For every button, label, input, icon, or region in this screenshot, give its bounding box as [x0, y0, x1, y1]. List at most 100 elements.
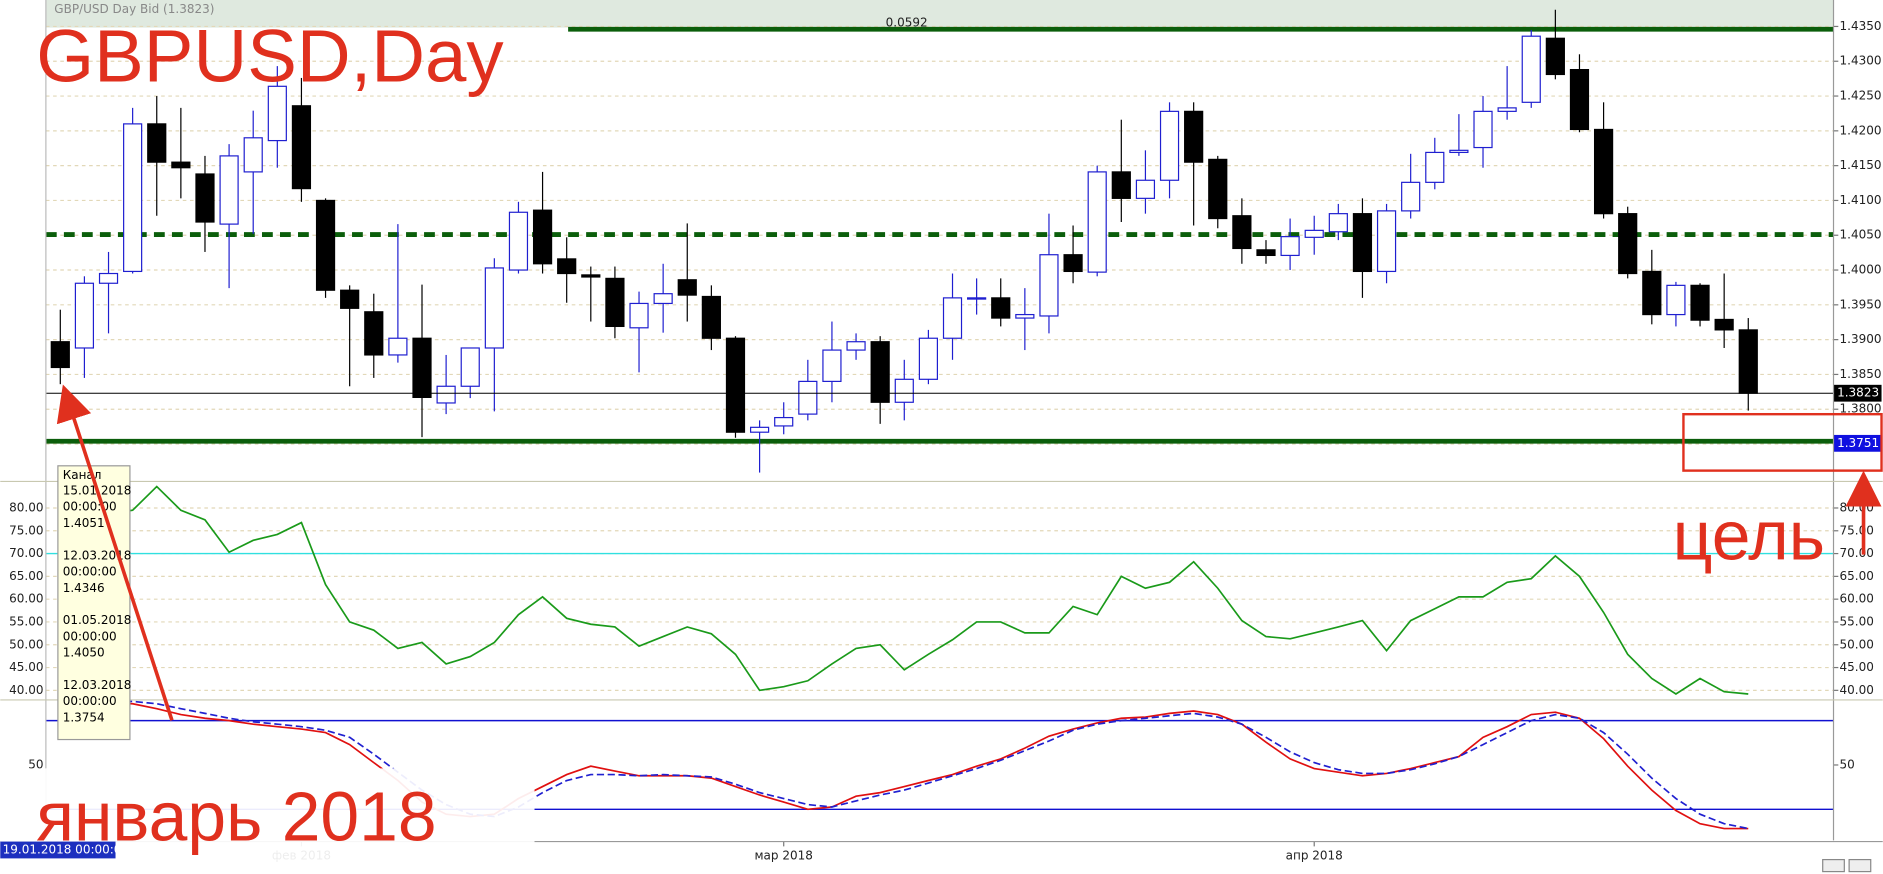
indicator-line — [60, 701, 1749, 830]
y-tick-label: 55.00 — [1840, 614, 1874, 628]
candle-body — [388, 337, 408, 356]
candle-body — [822, 349, 842, 382]
candle-body — [1256, 249, 1276, 257]
candle-body — [1521, 35, 1541, 103]
y-tick-label: 60.00 — [1840, 592, 1874, 606]
candle-body — [50, 341, 70, 369]
y-tick-label-left: 50 — [28, 757, 43, 771]
candle-body — [1208, 158, 1228, 220]
candle-body — [123, 123, 143, 273]
tooltip-entry: 1.4050 — [63, 646, 105, 660]
candle-body — [484, 267, 504, 349]
candle-body — [1063, 254, 1083, 273]
tooltip-entry: 00:00:00 — [63, 500, 117, 514]
candle-body — [1280, 236, 1300, 257]
tooltip-entry: 01.05.2018 — [63, 613, 132, 627]
y-tick-label: 1.4350 — [1840, 19, 1882, 33]
tooltip-entry: 1.4346 — [63, 581, 105, 595]
y-tick-label-left: 75.00 — [9, 523, 43, 537]
candle-body — [557, 258, 577, 275]
candle-body — [942, 297, 963, 339]
candle-body — [147, 123, 167, 163]
candle-body — [195, 173, 215, 223]
candle-body — [1593, 128, 1614, 215]
header-band — [45, 0, 1834, 28]
candle-body — [1545, 37, 1565, 76]
candle-body — [364, 311, 384, 356]
arrow — [56, 384, 174, 721]
candle-body — [1039, 254, 1059, 317]
y-tick-label: 1.3950 — [1840, 297, 1882, 311]
candle-body — [605, 277, 625, 328]
candle-body — [967, 297, 987, 300]
candle-body — [532, 209, 553, 265]
candle-body — [412, 337, 432, 398]
candle-body — [1232, 215, 1252, 250]
price-tag-label: 1.3751 — [1837, 436, 1879, 450]
y-tick-label: 1.4150 — [1840, 158, 1882, 172]
candle-body — [1618, 213, 1638, 275]
y-tick-label: 1.3900 — [1840, 332, 1882, 346]
candle-body — [436, 385, 456, 404]
scroll-button[interactable] — [1822, 858, 1845, 873]
candle-body — [1569, 68, 1590, 131]
candle-body — [1449, 149, 1469, 154]
candle-body — [340, 289, 360, 309]
tooltip-entry: 00:00:00 — [63, 565, 117, 579]
y-tick-label-left: 70.00 — [9, 546, 43, 560]
y-tick-label: 1.4100 — [1840, 193, 1882, 207]
y-tick-label-left: 40.00 — [9, 683, 43, 697]
indicator-line — [60, 485, 1749, 695]
candle-body — [1135, 179, 1156, 199]
candle-body — [1642, 270, 1662, 316]
candle-body — [267, 85, 287, 142]
annotation-target: цель — [1673, 496, 1825, 574]
y-tick-label: 50 — [1840, 757, 1855, 771]
y-tick-label: 45.00 — [1840, 660, 1874, 674]
y-tick-label-left: 65.00 — [9, 569, 43, 583]
y-tick-label: 40.00 — [1840, 683, 1874, 697]
y-tick-label: 65.00 — [1840, 569, 1874, 583]
tooltip-box — [57, 465, 131, 741]
price-tag-label: 1.3823 — [1837, 386, 1879, 400]
candle-body — [1714, 318, 1734, 331]
candle-body — [1184, 110, 1204, 163]
candle-body — [653, 293, 673, 305]
candle-body — [1304, 229, 1324, 238]
cursor-label: 19.01.2018 00:00:00 — [3, 842, 129, 856]
candle-body — [291, 105, 312, 190]
candle-body — [1497, 107, 1517, 112]
candle-body — [725, 337, 746, 433]
candle-body — [1159, 110, 1180, 181]
indicator-line — [60, 700, 1749, 830]
candle-body — [98, 272, 119, 284]
tooltip-entry: 00:00:00 — [63, 694, 117, 708]
candle-body — [1015, 313, 1035, 319]
window-title: GBP/USD Day Bid (1.3823) — [54, 2, 214, 16]
x-tick-label: мар 2018 — [755, 848, 813, 862]
annotation-title: GBPUSD,Day — [36, 15, 504, 98]
candle-body — [991, 297, 1011, 319]
candle-body — [1376, 210, 1397, 273]
y-tick-label-left: 80.00 — [9, 500, 43, 514]
x-tick-label: апр 2018 — [1286, 848, 1343, 862]
candle-body — [749, 426, 770, 433]
y-tick-label: 70.00 — [1840, 546, 1874, 560]
price-tag — [1833, 434, 1882, 452]
y-tick-label: 1.4250 — [1840, 89, 1882, 103]
candle-body — [1401, 181, 1421, 212]
scroll-button[interactable] — [1848, 858, 1872, 873]
y-tick-label: 1.3850 — [1840, 367, 1882, 381]
y-tick-label-left: 60.00 — [9, 592, 43, 606]
candle-body — [701, 295, 721, 339]
candle-body — [677, 279, 697, 296]
candle-body — [1111, 171, 1131, 199]
candle-body — [1087, 171, 1107, 273]
y-tick-label-left: 50.00 — [9, 637, 43, 651]
price-tag — [1833, 384, 1882, 402]
y-tick-label: 1.4000 — [1840, 263, 1882, 277]
candle-body — [629, 302, 649, 329]
